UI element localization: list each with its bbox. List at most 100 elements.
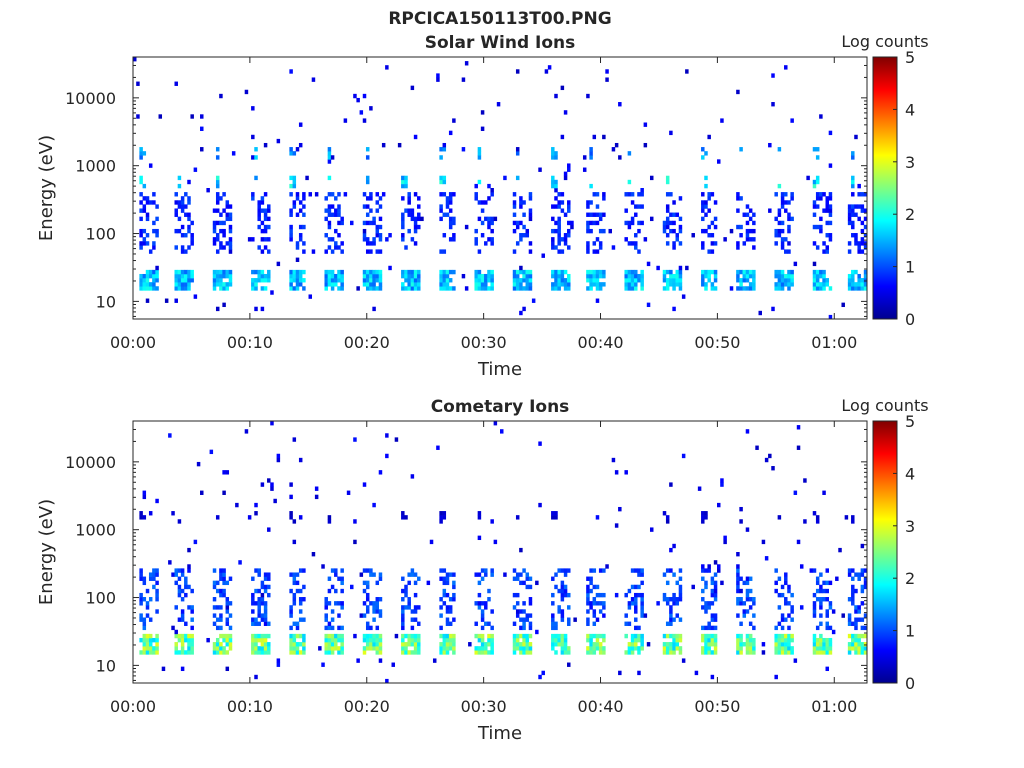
spectrogram-cell	[815, 282, 820, 287]
spectrogram-cell	[595, 192, 600, 197]
spectrogram-cell	[225, 601, 230, 606]
spectrogram-cell	[480, 126, 485, 131]
spectrogram-cell	[812, 224, 817, 230]
spectrogram-cell	[295, 147, 300, 152]
spectrogram-cell	[602, 637, 606, 643]
spectrogram-cell	[847, 241, 852, 246]
spectrogram-cell	[254, 637, 258, 643]
spectrogram-cell	[267, 642, 271, 647]
spectrogram-cell	[563, 278, 568, 283]
spectrogram-cell	[365, 249, 370, 254]
spectrogram-cell	[302, 642, 306, 647]
spectrogram-cell	[353, 539, 357, 545]
spectrogram-cell	[554, 621, 558, 626]
spectrogram-cell	[334, 637, 338, 643]
spectrogram-cell	[302, 617, 306, 622]
spectrogram-cell	[445, 576, 450, 581]
spectrogram-cell	[592, 601, 597, 606]
spectrogram-cell	[152, 220, 156, 226]
spectrogram-cell	[292, 204, 297, 209]
spectrogram-cell	[589, 642, 593, 647]
spectrogram-cell	[190, 278, 194, 283]
spectrogram-cell	[289, 572, 293, 577]
spectrogram-cell	[212, 584, 217, 590]
spectrogram-cell	[777, 637, 782, 643]
spectrogram-cell	[780, 613, 785, 618]
spectrogram-cell	[302, 637, 306, 643]
spectrogram-cell	[563, 642, 568, 647]
spectrogram-cell	[267, 527, 271, 532]
spectrogram-cell	[142, 278, 147, 283]
spectrogram-cell	[327, 237, 332, 242]
spectrogram-cell	[378, 196, 383, 201]
spectrogram-cell	[551, 179, 555, 185]
spectrogram-cell	[260, 646, 265, 651]
spectrogram-cell	[777, 273, 782, 279]
spectrogram-cell	[812, 278, 817, 283]
spectrogram-cell	[225, 621, 230, 626]
spectrogram-cell	[812, 286, 817, 291]
spectrogram-cell	[560, 650, 565, 655]
spectrogram-cell	[158, 114, 163, 119]
spectrogram-cell	[228, 245, 233, 250]
spectrogram-cell	[452, 220, 456, 226]
spectrogram-cell	[145, 633, 150, 639]
spectrogram-cell	[260, 580, 265, 586]
spectrogram-cell	[225, 609, 230, 614]
spectrogram-cell	[222, 568, 226, 573]
spectrogram-cell	[180, 617, 185, 622]
spectrogram-cell	[187, 650, 191, 655]
spectrogram-cell	[784, 637, 788, 643]
spectrogram-cell	[251, 617, 255, 622]
spectrogram-cell	[748, 642, 753, 647]
spectrogram-cell	[474, 273, 478, 279]
spectrogram-cell	[254, 617, 258, 622]
spectrogram-cell	[665, 650, 670, 655]
spectrogram-cell	[704, 633, 708, 639]
spectrogram-cell	[640, 220, 644, 226]
spectrogram-cell	[365, 220, 370, 226]
spectrogram-cell	[490, 568, 494, 573]
spectrogram-cell	[828, 580, 833, 586]
spectrogram-cell	[739, 621, 743, 626]
spectrogram-cell	[522, 200, 526, 205]
spectrogram-cell	[595, 249, 600, 254]
y-tick-label: 10000	[65, 89, 116, 108]
spectrogram-cell	[519, 310, 523, 316]
spectrogram-cell	[155, 637, 159, 643]
spectrogram-cell	[247, 515, 252, 520]
spectrogram-cell	[308, 294, 313, 299]
spectrogram-cell	[375, 601, 380, 606]
spectrogram-cell	[487, 183, 491, 189]
spectrogram-cell	[289, 224, 293, 230]
spectrogram-cell	[311, 77, 316, 82]
spectrogram-cell	[177, 633, 182, 639]
spectrogram-cell	[637, 572, 641, 577]
spectrogram-cell	[417, 224, 421, 230]
spectrogram-cell	[851, 175, 855, 181]
spectrogram-cell	[736, 597, 740, 602]
spectrogram-cell	[145, 613, 150, 618]
spectrogram-cell	[847, 278, 852, 283]
spectrogram-cell	[630, 200, 635, 205]
spectrogram-cell	[487, 216, 491, 222]
spectrogram-cell	[598, 650, 603, 655]
spectrogram-cell	[187, 286, 191, 291]
spectrogram-cell	[302, 646, 306, 651]
spectrogram-cell	[774, 642, 778, 647]
spectrogram-cell	[777, 208, 782, 213]
spectrogram-cell	[825, 642, 829, 647]
spectrogram-cell	[254, 278, 258, 283]
spectrogram-cell	[812, 241, 817, 246]
spectrogram-cell	[263, 633, 268, 639]
spectrogram-cell	[586, 278, 590, 283]
spectrogram-cell	[148, 273, 153, 279]
spectrogram-cell	[528, 621, 533, 626]
spectrogram-cell	[474, 237, 478, 242]
spectrogram-cell	[404, 179, 408, 185]
spectrogram-cell	[701, 646, 705, 651]
spectrogram-cell	[560, 592, 565, 598]
spectrogram-cell	[589, 605, 593, 610]
spectrogram-cell	[292, 286, 297, 291]
spectrogram-cell	[484, 601, 488, 606]
